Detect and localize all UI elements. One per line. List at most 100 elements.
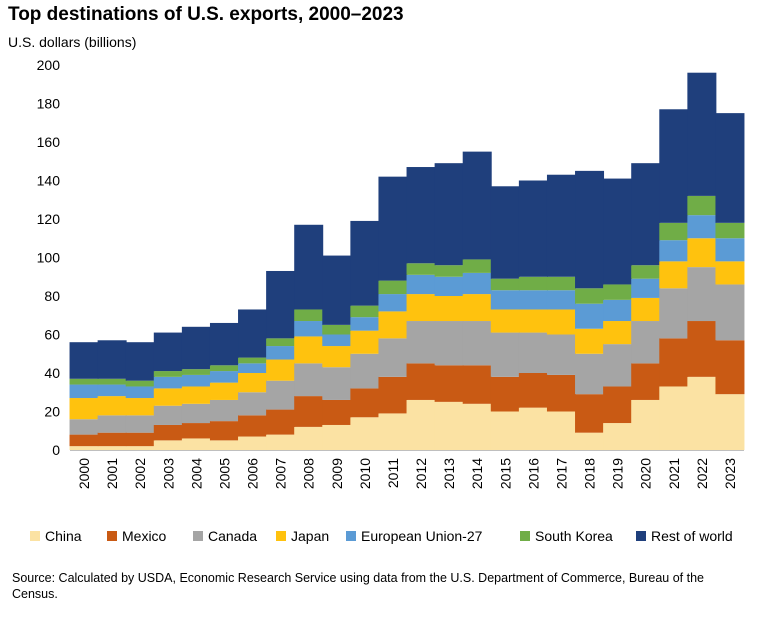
legend-label: Mexico [122,528,167,544]
bar-segment [125,380,155,387]
x-tick-label: 2001 [104,458,120,489]
bar-segment [518,276,548,291]
bar-segment [97,340,127,379]
bar-segment [687,267,717,322]
bar-segment [266,434,296,450]
bar-segment [462,365,492,404]
bar-segment [631,321,661,364]
bar-segment [69,342,99,379]
bar-segment [238,392,268,416]
legend-swatch [107,531,117,541]
bar-segment [153,424,183,441]
x-tick-label: 2017 [553,458,569,489]
bar-segment [209,440,239,450]
bar-segment [490,411,520,450]
bar-segment [434,296,464,322]
bar-segment [69,434,99,447]
bar-segment [181,374,211,387]
bar-segment [518,407,548,450]
y-tick-label: 140 [37,173,61,189]
bar-segment [378,294,408,312]
bar-segment [97,396,127,416]
bar-segment [209,371,239,383]
bar-segment [322,324,352,335]
bar-segment [378,280,408,295]
bar-segment [238,373,268,393]
x-tick-label: 2010 [357,458,373,489]
bar-segment [406,167,436,264]
bar-segment [266,270,296,339]
bar-segment [238,309,268,358]
legend-swatch [636,531,646,541]
x-tick-label: 2000 [76,458,92,489]
x-tick-label: 2006 [245,458,261,489]
y-tick-label: 120 [37,211,61,227]
legend: China Mexico Canada Japan European Union-27 S… [30,528,760,546]
bar-segment [209,421,239,441]
legend-label: China [45,528,82,544]
bar-segment [406,399,436,450]
y-axis-label: U.S. dollars (billions) [8,34,137,50]
legend-label: Rest of world [651,528,733,544]
legend-item: Canada [193,528,257,544]
bar-segment [97,378,127,385]
bar-segment [350,417,380,450]
bar-segment [603,178,633,285]
bar-segment [434,321,464,366]
bar-segment [715,113,745,223]
bar-segment [715,394,745,450]
bar-segment [69,384,99,399]
bar-segment [238,357,268,364]
x-tick-label: 2009 [329,458,345,489]
y-tick-label: 180 [37,96,61,112]
bar-segment [434,365,464,402]
bar-segment [294,426,324,450]
bar-segment [575,170,605,289]
bar-segment [97,446,127,450]
y-axis: 0 20 40 60 80 100 120 140 160 180 200 [37,57,61,458]
bar-segment [546,411,576,450]
x-tick-label: 2022 [694,458,710,489]
bar-segment [631,363,661,400]
bar-segment [294,309,324,322]
bar-segment [462,151,492,260]
bar-segment [546,290,576,310]
bar-segment [406,263,436,275]
bar-segment [266,380,296,410]
bar-segment [434,265,464,277]
x-tick-label: 2013 [441,458,457,489]
bar-segment [631,399,661,450]
bar-segment [209,399,239,422]
bar-segment [322,346,352,368]
bar-segment [490,332,520,377]
legend-label: Japan [291,528,330,544]
bar-segment [687,215,717,239]
bar-segment [659,222,689,241]
bar-segment [153,371,183,377]
bar-segment [715,340,745,395]
legend-label: European Union-27 [361,528,483,544]
x-tick-label: 2021 [666,458,682,489]
bar-segment [322,255,352,325]
legend-item: Japan [276,528,329,544]
bar-segment [518,309,548,333]
bar-segment [631,297,661,322]
bar-segment [69,378,99,385]
bar-segment [97,415,127,433]
bar-segment [125,386,155,399]
legend-swatch [346,531,356,541]
bar-segment [490,290,520,310]
bar-segment [575,288,605,304]
bar-segment [294,321,324,337]
bar-segment [294,224,324,310]
bar-segment [603,321,633,345]
legend-item: China [30,528,82,544]
bar-segment [153,388,183,406]
bar-segment [350,388,380,418]
bar-segment [322,424,352,450]
bar-segment [209,382,239,400]
bar-segment [546,334,576,375]
bar-segment [659,109,689,223]
bar-segment [322,334,352,347]
bar-segment [125,446,155,450]
